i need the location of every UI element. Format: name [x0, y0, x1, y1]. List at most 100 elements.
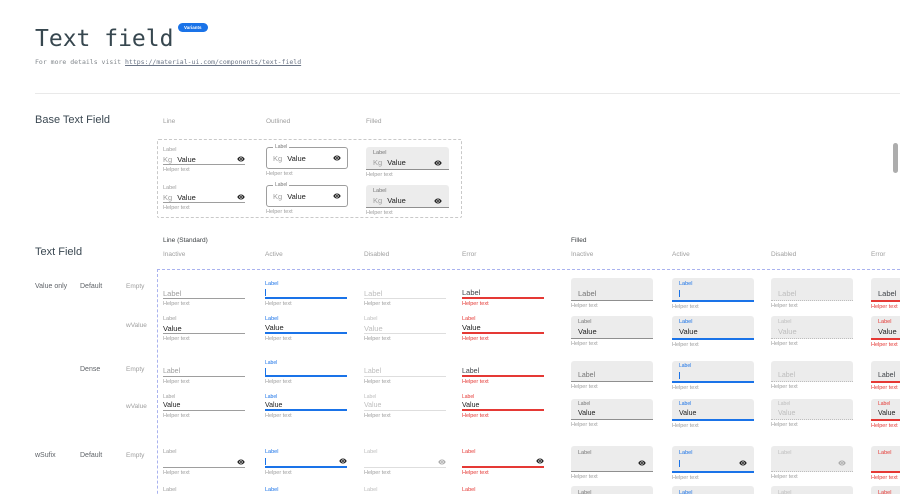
field-line-active-wsufix-default-empty[interactable]: Label Helper text	[265, 448, 347, 476]
helper-text: Helper text	[364, 301, 391, 307]
field-filled-error-value-only-default-empty[interactable]: Label Helper text	[871, 278, 900, 310]
field-filled-inactive-value-only-default-wvalue[interactable]: Label Value Helper text	[571, 316, 653, 347]
field-label: Label	[679, 363, 692, 369]
field-line-inactive-value-only-default-empty[interactable]: Label Helper text	[163, 280, 245, 307]
field-line-error-value-only-default-empty[interactable]: Label Helper text	[462, 280, 544, 307]
prefix-text: Kg	[163, 192, 173, 202]
field-line-active-value-only-default-wvalue[interactable]: Label Value Helper text	[265, 315, 347, 342]
field-line-error-value-only-dense-empty[interactable]: Label Helper text	[462, 360, 544, 385]
field-line-disabled-value-only-dense-wvalue[interactable]: Label Value Helper text	[364, 394, 446, 419]
field-filled-active-wsufix-default-empty[interactable]: Label Helper text	[672, 446, 754, 481]
field-filled-error-value-only-dense-empty[interactable]: Label Helper text	[871, 361, 900, 391]
field-line-disabled-value-only-default-wvalue[interactable]: Label Value Helper text	[364, 315, 446, 342]
docs-link[interactable]: https://material-ui.com/components/text-…	[125, 58, 302, 66]
field-filled-inactive-wsufix-default-empty[interactable]: Label Helper text	[571, 446, 653, 480]
field-filled-active-value-only-default-empty[interactable]: Label Helper text	[672, 278, 754, 310]
field-filled-disabled-wsufix-default-empty[interactable]: Label Helper text	[771, 446, 853, 480]
field-filled-disabled-value-only-default-empty[interactable]: Label Helper text	[771, 278, 853, 309]
field-filled-inactive-value-only-dense-empty[interactable]: Label Helper text	[571, 361, 653, 390]
field-filled-active-value-only-dense-wvalue[interactable]: Label Value Helper text	[672, 399, 754, 429]
field-input	[878, 457, 900, 469]
base-outlined-field[interactable]: Label Kg Value Helper text	[266, 182, 348, 215]
field-label: Label	[679, 401, 692, 407]
helper-text: Helper text	[364, 379, 391, 385]
field-line-active-value-only-default-empty[interactable]: Label Helper text	[265, 280, 347, 307]
base-line-field[interactable]: Label Kg Value Helper text	[163, 184, 245, 211]
visibility-icon[interactable]	[333, 154, 341, 162]
base-filled-field[interactable]: Label Kg Value Helper text	[366, 185, 449, 216]
field-line-error-value-only-dense-wvalue[interactable]: Label Value Helper text	[462, 394, 544, 419]
field-filled-error-value-only-dense-wvalue[interactable]: Label Value Helper text	[871, 399, 900, 429]
visibility-icon[interactable]	[237, 193, 245, 201]
field-input	[462, 456, 544, 468]
field-filled-disabled-value-only-dense-wvalue[interactable]: Label Value Helper text	[771, 399, 853, 428]
field-label	[778, 280, 846, 288]
field-filled-active-value-only-dense-empty[interactable]: Label Helper text	[672, 361, 754, 391]
field-input: Kg Value	[373, 157, 442, 168]
base-outlined-field[interactable]: Label Kg Value Helper text	[266, 144, 348, 177]
field-line-inactive-value-only-dense-wvalue[interactable]: Label Value Helper text	[163, 394, 245, 419]
field-label: Label	[163, 368, 181, 375]
visibility-icon[interactable]	[434, 197, 442, 205]
field-label: Label	[163, 288, 182, 298]
field-input	[265, 288, 347, 299]
field-filled-inactive-value-only-default-empty[interactable]: Label Helper text	[571, 278, 653, 309]
field-line-disabled-wsufix-default-empty[interactable]: Label Helper text	[364, 448, 446, 476]
visibility-icon[interactable]	[339, 457, 347, 465]
field-filled-error-value-only-default-wvalue[interactable]: Label Value Helper text	[871, 316, 900, 348]
field-line-error-value-only-default-wvalue[interactable]: Label Value Helper text	[462, 315, 544, 342]
helper-text: Helper text	[366, 172, 393, 178]
field-line-inactive-value-only-dense-empty[interactable]: Label Helper text	[163, 360, 245, 385]
field-filled-disabled-value-only-default-wvalue[interactable]: Label Value Helper text	[771, 316, 853, 347]
visibility-icon[interactable]	[434, 159, 442, 167]
visibility-icon[interactable]	[237, 155, 245, 163]
helper-text: Helper text	[265, 470, 292, 476]
visibility-icon[interactable]	[333, 192, 341, 200]
field-label: Label	[364, 394, 377, 400]
field-line-disabled-value-only-default-empty[interactable]: Label Helper text	[364, 280, 446, 307]
visibility-icon[interactable]	[739, 459, 747, 467]
field-line-inactive-value-only-default-wvalue[interactable]: Label Value Helper text	[163, 315, 245, 342]
field-filled-error-wsufix-default-empty[interactable]: Label Helper text	[871, 446, 900, 481]
prefix-text: Kg	[273, 153, 283, 163]
field-label: Label	[578, 289, 597, 298]
visibility-icon[interactable]	[438, 458, 446, 466]
base-line-field[interactable]: Label Kg Value Helper text	[163, 146, 245, 173]
field-input: Kg Value	[163, 192, 245, 203]
field-label: Label	[373, 188, 387, 194]
text-cursor	[679, 459, 680, 467]
row-label-value-only: Value only	[35, 283, 68, 290]
field-label	[364, 280, 446, 288]
visibility-icon[interactable]	[536, 457, 544, 465]
field-line-error-wsufix-default-empty[interactable]: Label Helper text	[462, 448, 544, 476]
visibility-icon[interactable]	[237, 458, 245, 466]
state-header-inactive: Inactive	[163, 251, 186, 258]
value-text: Value	[778, 327, 797, 336]
field-line-disabled-value-only-dense-empty[interactable]: Label Helper text	[364, 360, 446, 385]
field-line-active-value-only-dense-empty[interactable]: Label Helper text	[265, 360, 347, 385]
base-filled-field[interactable]: Label Kg Value Helper text	[366, 147, 449, 178]
visibility-icon[interactable]	[838, 459, 846, 467]
variants-badge: Variants	[178, 23, 208, 32]
field-line-active-value-only-dense-wvalue[interactable]: Label Value Helper text	[265, 394, 347, 419]
value-text: Value	[364, 323, 383, 333]
value-text: Value	[878, 409, 896, 417]
field-filled-inactive-value-only-dense-wvalue[interactable]: Label Value Helper text	[571, 399, 653, 428]
field-filled-disabled-value-only-dense-empty[interactable]: Label Helper text	[771, 361, 853, 390]
visibility-icon[interactable]	[638, 459, 646, 467]
field-filled-active-value-only-default-wvalue[interactable]: Label Value Helper text	[672, 316, 754, 348]
field-input: Label	[578, 288, 646, 299]
helper-text: Helper text	[366, 210, 393, 216]
vertical-scrollbar-thumb[interactable]	[893, 143, 898, 173]
field-line-inactive-wsufix-default-empty[interactable]: Label Helper text	[163, 448, 245, 476]
